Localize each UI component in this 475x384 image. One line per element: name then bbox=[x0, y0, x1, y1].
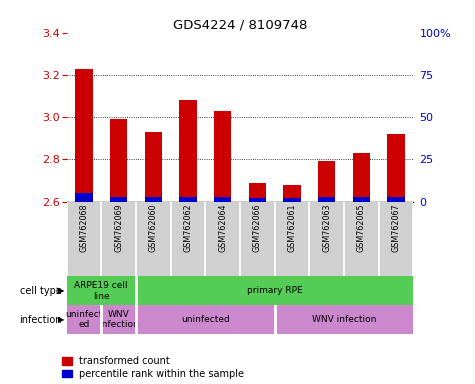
Text: uninfect
ed: uninfect ed bbox=[65, 310, 103, 329]
Text: ARPE19 cell
line: ARPE19 cell line bbox=[75, 281, 128, 301]
Bar bbox=[110, 197, 127, 202]
Bar bbox=[144, 132, 162, 202]
Bar bbox=[283, 198, 301, 202]
Bar bbox=[75, 193, 93, 202]
Text: GSM762066: GSM762066 bbox=[253, 204, 262, 252]
Bar bbox=[144, 197, 162, 202]
Bar bbox=[283, 185, 301, 202]
Bar bbox=[352, 197, 370, 202]
Bar bbox=[214, 111, 231, 202]
Text: primary RPE: primary RPE bbox=[247, 286, 303, 295]
Bar bbox=[101, 305, 136, 334]
Legend: transformed count, percentile rank within the sample: transformed count, percentile rank withi… bbox=[62, 356, 244, 379]
Bar bbox=[318, 162, 335, 202]
Bar bbox=[387, 134, 405, 202]
Text: GSM762069: GSM762069 bbox=[114, 204, 123, 252]
Text: GSM762064: GSM762064 bbox=[218, 204, 227, 252]
Bar bbox=[75, 68, 93, 202]
Bar bbox=[318, 197, 335, 202]
Text: WNV
infection: WNV infection bbox=[99, 310, 138, 329]
Text: ▶: ▶ bbox=[57, 315, 64, 324]
Text: infection: infection bbox=[19, 314, 62, 325]
Text: GSM762060: GSM762060 bbox=[149, 204, 158, 252]
Bar bbox=[66, 305, 101, 334]
Text: uninfected: uninfected bbox=[181, 315, 229, 324]
Text: cell type: cell type bbox=[20, 286, 62, 296]
Bar bbox=[66, 276, 136, 305]
Text: GSM762068: GSM762068 bbox=[79, 204, 88, 252]
Bar bbox=[248, 198, 266, 202]
Bar bbox=[352, 153, 370, 202]
Text: GSM762063: GSM762063 bbox=[322, 204, 331, 252]
Bar bbox=[136, 276, 413, 305]
Bar bbox=[110, 119, 127, 202]
Bar bbox=[136, 305, 275, 334]
Bar bbox=[179, 197, 197, 202]
Text: GSM762062: GSM762062 bbox=[183, 204, 192, 252]
Bar bbox=[214, 197, 231, 202]
Text: ▶: ▶ bbox=[57, 286, 64, 295]
Text: WNV infection: WNV infection bbox=[312, 315, 376, 324]
Bar bbox=[179, 100, 197, 202]
Text: GSM762061: GSM762061 bbox=[287, 204, 296, 252]
Text: GSM762067: GSM762067 bbox=[391, 204, 400, 252]
Bar bbox=[248, 183, 266, 202]
Bar bbox=[275, 305, 413, 334]
Text: GSM762065: GSM762065 bbox=[357, 204, 366, 252]
Title: GDS4224 / 8109748: GDS4224 / 8109748 bbox=[173, 18, 307, 31]
Bar bbox=[387, 197, 405, 202]
